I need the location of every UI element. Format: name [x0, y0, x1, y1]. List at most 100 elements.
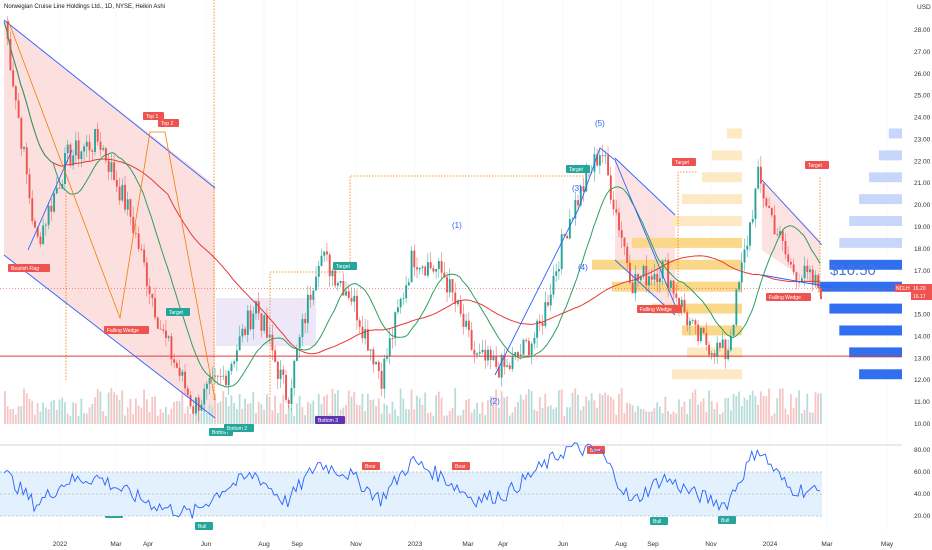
- volume-bar: [407, 409, 410, 424]
- candle-body: [495, 355, 498, 368]
- candle-body: [751, 218, 754, 223]
- candle-body: [754, 188, 757, 219]
- price-tick: 23.00: [914, 136, 931, 143]
- volume-bar: [558, 390, 560, 424]
- candle-body: [631, 282, 634, 294]
- volume-bar: [145, 399, 148, 424]
- volume-bar: [811, 412, 814, 424]
- zone-bearish: [4, 20, 215, 418]
- volume-bar: [309, 403, 312, 424]
- candle-body: [547, 302, 549, 306]
- candle-body: [124, 184, 126, 210]
- candle-body: [347, 291, 350, 299]
- volume-bar: [631, 405, 634, 424]
- volume-bar: [306, 402, 309, 424]
- volume-bar: [784, 408, 787, 424]
- volume-bar: [656, 402, 659, 424]
- time-tick: May: [881, 541, 894, 548]
- volume-bar: [705, 411, 708, 424]
- time-tick: Jun: [201, 541, 212, 548]
- candle-body: [500, 354, 503, 378]
- candle-body: [366, 329, 369, 351]
- candle-body: [203, 388, 206, 405]
- volume-bar: [216, 403, 219, 424]
- volume-bar: [279, 403, 282, 424]
- candle-body: [800, 278, 803, 283]
- volume-bar: [508, 415, 511, 424]
- candle-body: [342, 280, 345, 296]
- volume-bar: [178, 401, 181, 424]
- candle-body: [719, 342, 721, 348]
- vp-bar-orange: [672, 369, 742, 380]
- volume-bar: [287, 404, 290, 424]
- candle-body: [192, 406, 195, 414]
- price-tick: 19.00: [914, 224, 931, 231]
- label-bottom3: Bottom 3: [318, 418, 338, 424]
- candle-body: [336, 283, 339, 286]
- volume-bar: [28, 398, 31, 424]
- volume-bar: [342, 407, 345, 424]
- candle-body: [435, 268, 438, 272]
- volume-bar: [225, 397, 227, 424]
- volume-bar: [118, 400, 121, 424]
- volume-bar: [691, 392, 694, 424]
- candle-body: [356, 295, 358, 321]
- candle-body: [623, 237, 626, 247]
- candle-body: [705, 333, 708, 345]
- volume-bar: [222, 391, 225, 424]
- candle-body: [72, 155, 75, 166]
- candle-body: [653, 273, 656, 280]
- volume-bar: [467, 398, 470, 424]
- volume-bar: [440, 397, 443, 424]
- volume-bar: [17, 406, 20, 424]
- volume-bar: [637, 405, 639, 424]
- volume-bar: [227, 405, 230, 424]
- volume-bar: [574, 388, 577, 424]
- rsi-tick: 40.00: [914, 491, 931, 498]
- volume-bar: [366, 393, 369, 424]
- candle-body: [443, 272, 446, 278]
- label-target-1: Target: [169, 310, 184, 316]
- candle-body: [669, 280, 672, 288]
- candle-body: [803, 265, 806, 279]
- candle-body: [533, 337, 536, 344]
- label-bear3-bg: [587, 446, 605, 454]
- ma-fast: [3, 21, 821, 388]
- candle-body: [99, 141, 102, 150]
- volume-bar: [298, 395, 301, 424]
- candle-body: [781, 231, 784, 241]
- volume-bar: [358, 405, 361, 424]
- candle-body: [798, 282, 801, 283]
- volume-bar: [598, 393, 601, 424]
- volume-bar: [96, 389, 99, 424]
- volume-bar: [648, 411, 650, 424]
- candle-body: [104, 148, 107, 161]
- volume-bar: [72, 402, 75, 424]
- volume-bar: [588, 400, 590, 424]
- candle-body: [429, 262, 432, 269]
- candle-body: [571, 218, 574, 220]
- candle-body: [732, 324, 735, 336]
- volume-bar: [806, 393, 809, 424]
- volume-bar: [205, 413, 208, 424]
- flag-left: [27, 149, 73, 251]
- volume-bars: [4, 388, 822, 424]
- candle-body: [159, 328, 162, 330]
- candle-body: [380, 370, 383, 389]
- volume-bar: [383, 403, 386, 424]
- volume-bar: [113, 392, 115, 424]
- candle-body: [276, 361, 279, 379]
- candle-body: [615, 209, 618, 213]
- candle-body: [265, 315, 268, 338]
- volume-bar: [25, 393, 28, 424]
- candle-body: [110, 162, 113, 172]
- candle-body: [784, 240, 787, 255]
- price-badge-2-text: 16.17: [913, 294, 926, 300]
- volume-bar: [88, 407, 91, 424]
- candle-body: [28, 174, 31, 199]
- candle-body: [331, 270, 334, 277]
- volume-bar: [399, 388, 402, 424]
- candle-body: [205, 383, 208, 389]
- candle-body: [407, 282, 410, 286]
- candle-body: [31, 198, 34, 222]
